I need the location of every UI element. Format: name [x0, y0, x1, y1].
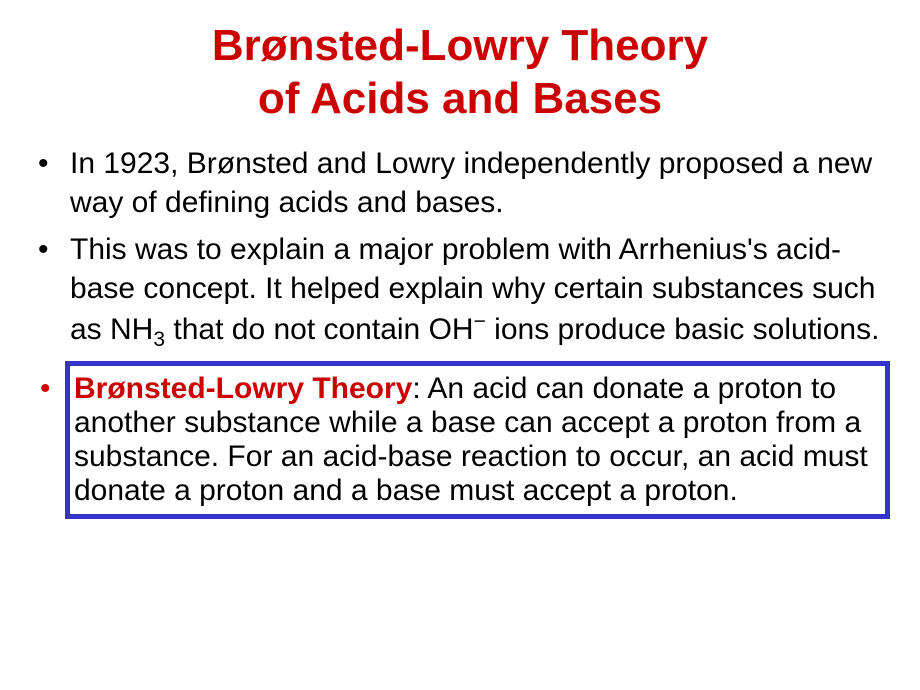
bullet-list: • In 1923, Brønsted and Lowry independen…: [30, 144, 890, 353]
bullet-item-2: • This was to explain a major problem wi…: [30, 230, 890, 353]
title-line-1: Brønsted-Lowry Theory: [30, 20, 890, 73]
highlighted-definition-box: • Brønsted-Lowry Theory: An acid can don…: [65, 361, 890, 519]
slide-title: Brønsted-Lowry Theory of Acids and Bases: [30, 20, 890, 126]
bullet-text: This was to explain a major problem with…: [70, 233, 879, 346]
bullet-text: In 1923, Brønsted and Lowry independentl…: [70, 147, 872, 219]
term-label: Brønsted-Lowry Theory: [74, 372, 412, 405]
title-line-2: of Acids and Bases: [30, 73, 890, 126]
bullet-marker: •: [38, 230, 49, 269]
bullet-item-1: • In 1923, Brønsted and Lowry independen…: [30, 144, 890, 222]
bullet-marker: •: [38, 144, 49, 183]
bullet-marker: •: [40, 372, 51, 406]
